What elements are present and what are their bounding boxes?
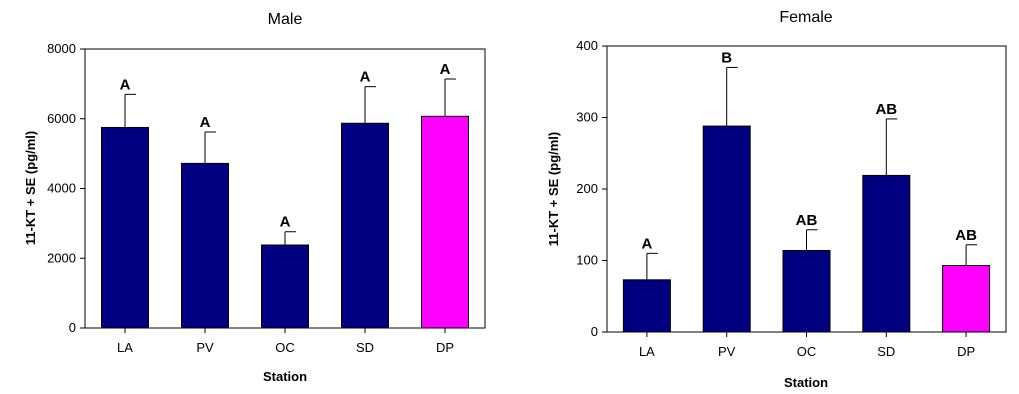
female-chart-title: Female [779, 9, 832, 26]
female-x-tick-label: LA [639, 344, 655, 359]
female-x-tick-label: SD [877, 344, 895, 359]
male-chart: Male Station 11-KT + SE (pg/ml) 0 2000 400… [23, 11, 486, 384]
male-y-tick-label: 4000 [47, 181, 76, 196]
male-significance-label: A [280, 214, 291, 231]
female-x-axis-label: Station [784, 375, 828, 390]
female-x-tick-label: PV [718, 344, 736, 359]
female-y-tick-label: 300 [576, 110, 598, 125]
male-chart-title: Male [268, 11, 303, 28]
male-bar-oc [261, 244, 309, 329]
female-significance-label: AB [796, 212, 818, 229]
female-bar-sd [862, 174, 911, 333]
male-bar-la [101, 126, 149, 329]
female-chart: Female Station 11-KT + SE (pg/ml) 0 100 20… [546, 9, 1007, 390]
male-x-axis-label: Station [263, 369, 307, 384]
female-x-tick-label: DP [957, 344, 975, 359]
female-bar-la [622, 279, 671, 333]
female-x-tick-label: OC [797, 344, 817, 359]
female-significance-label: A [641, 235, 652, 252]
female-bar-dp [942, 265, 991, 333]
male-x-tick-label: DP [436, 340, 454, 355]
male-x-tick-label: SD [356, 340, 374, 355]
male-significance-label: A [360, 69, 371, 86]
female-significance-label: AB [875, 101, 897, 118]
female-bar-pv [702, 125, 751, 333]
male-y-tick-label: 6000 [47, 111, 76, 126]
male-bar-dp [421, 115, 469, 329]
male-significance-label: A [200, 114, 211, 131]
male-significance-label: A [120, 76, 131, 93]
male-x-tick-label: PV [196, 340, 214, 355]
female-significance-label: B [721, 49, 732, 66]
male-y-tick-label: 8000 [47, 41, 76, 56]
male-y-axis-label: 11-KT + SE (pg/ml) [23, 131, 38, 246]
male-bar-sd [341, 122, 389, 329]
male-x-tick-label: LA [117, 340, 133, 355]
female-bar-oc [782, 249, 831, 333]
male-significance-label: A [440, 61, 451, 78]
female-y-tick-label: 400 [576, 38, 598, 53]
female-y-tick-label: 200 [576, 181, 598, 196]
female-significance-label: AB [955, 227, 977, 244]
female-y-tick-label: 0 [591, 324, 598, 339]
female-y-tick-label: 100 [576, 253, 598, 268]
male-x-tick-label: OC [275, 340, 295, 355]
female-y-axis-label: 11-KT + SE (pg/ml) [546, 132, 561, 247]
male-bar-pv [181, 162, 229, 329]
male-y-tick-label: 0 [69, 320, 76, 335]
male-y-tick-label: 2000 [47, 250, 76, 265]
